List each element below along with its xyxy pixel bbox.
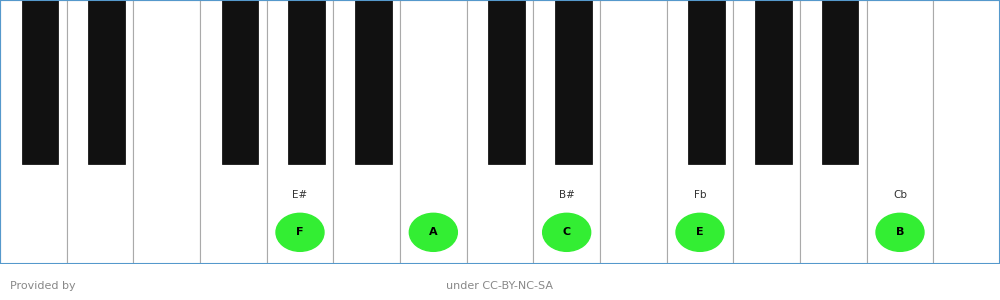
Bar <box>867 0 933 264</box>
Bar <box>267 0 333 264</box>
Bar <box>733 0 800 264</box>
Bar <box>488 0 525 164</box>
Bar <box>355 0 392 164</box>
Bar <box>333 0 400 264</box>
Bar <box>600 0 667 264</box>
Bar <box>88 0 125 164</box>
Text: E#: E# <box>292 190 308 200</box>
Ellipse shape <box>276 213 324 251</box>
Bar <box>688 0 725 164</box>
Ellipse shape <box>543 213 591 251</box>
Bar <box>533 0 600 264</box>
Bar <box>22 0 58 164</box>
Text: E: E <box>696 227 704 237</box>
Bar <box>555 0 592 164</box>
Bar <box>222 0 258 164</box>
Bar <box>800 0 867 264</box>
Bar <box>933 0 1000 264</box>
Text: Fb: Fb <box>694 190 706 200</box>
Ellipse shape <box>876 213 924 251</box>
Text: A: A <box>429 227 438 237</box>
Bar <box>67 0 133 264</box>
Text: B#: B# <box>559 190 575 200</box>
Text: Provided by: Provided by <box>10 281 76 291</box>
Bar <box>133 0 200 264</box>
Bar <box>288 0 325 164</box>
Text: under CC-BY-NC-SA: under CC-BY-NC-SA <box>446 281 554 291</box>
Text: Cb: Cb <box>893 190 907 200</box>
Bar <box>755 0 792 164</box>
Bar <box>822 0 858 164</box>
Bar <box>0 0 67 264</box>
Bar <box>200 0 267 264</box>
Text: B: B <box>896 227 904 237</box>
Bar <box>467 0 533 264</box>
Bar <box>400 0 467 264</box>
Bar <box>667 0 733 264</box>
Text: F: F <box>296 227 304 237</box>
Ellipse shape <box>409 213 457 251</box>
Text: C: C <box>563 227 571 237</box>
Ellipse shape <box>676 213 724 251</box>
